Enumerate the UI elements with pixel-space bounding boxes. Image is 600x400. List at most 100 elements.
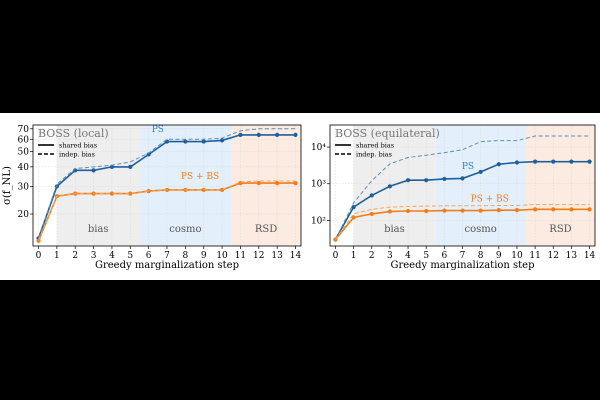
series-label-psbs: PS + BS bbox=[471, 194, 509, 204]
data-point bbox=[442, 208, 447, 213]
x-tick-label: 1 bbox=[351, 251, 357, 261]
data-point bbox=[128, 164, 133, 169]
data-point bbox=[256, 181, 261, 186]
x-tick-label: 14 bbox=[290, 251, 302, 261]
data-point bbox=[424, 208, 429, 214]
data-point bbox=[569, 207, 574, 212]
y-axis-label: σ(f_NL) bbox=[2, 166, 13, 205]
data-point bbox=[109, 191, 115, 196]
data-point bbox=[219, 187, 225, 193]
data-point bbox=[533, 159, 538, 164]
x-tick-label: 8 bbox=[182, 251, 188, 261]
data-point bbox=[128, 191, 133, 196]
y-tick-label: 30 bbox=[18, 182, 30, 192]
series-label-ps: PS bbox=[152, 125, 164, 135]
data-point bbox=[514, 160, 520, 165]
y-tick-label: 10² bbox=[311, 216, 326, 226]
data-point bbox=[351, 215, 356, 220]
series-line-4 bbox=[38, 180, 296, 241]
x-tick-label: 4 bbox=[109, 251, 115, 261]
y-tick-label: 60 bbox=[18, 135, 30, 145]
x-tick-label: 1 bbox=[54, 251, 60, 261]
y-tick-label: 40 bbox=[18, 163, 30, 173]
x-tick-label: 13 bbox=[271, 251, 283, 261]
x-tick-label: 6 bbox=[441, 251, 447, 261]
data-point bbox=[351, 205, 356, 210]
x-tick-label: 2 bbox=[369, 251, 375, 261]
y-tick-label: 10³ bbox=[311, 180, 326, 190]
data-point bbox=[387, 209, 392, 214]
x-tick-label: 2 bbox=[72, 251, 78, 261]
legend-label: shared bias bbox=[59, 142, 97, 150]
x-tick-label: 12 bbox=[253, 251, 264, 261]
series-label-ps: PS bbox=[462, 162, 474, 172]
data-point bbox=[369, 211, 374, 217]
panel-title: BOSS (equilateral) bbox=[335, 127, 440, 140]
x-tick-label: 10 bbox=[511, 251, 523, 261]
data-point bbox=[569, 159, 574, 164]
data-point bbox=[238, 132, 243, 137]
legend-label: shared bias bbox=[356, 142, 394, 150]
legend-label: indep. bias bbox=[59, 151, 95, 159]
data-point bbox=[514, 208, 520, 213]
data-point bbox=[496, 162, 501, 167]
data-point bbox=[460, 176, 465, 181]
x-tick-label: 12 bbox=[548, 251, 559, 261]
data-point bbox=[533, 207, 538, 212]
x-tick-label: 8 bbox=[478, 251, 484, 261]
data-point bbox=[496, 208, 501, 213]
data-point bbox=[587, 207, 592, 212]
region-RSD bbox=[526, 125, 595, 246]
data-point bbox=[387, 184, 392, 189]
y-tick-label: 10⁴ bbox=[311, 143, 326, 153]
data-point bbox=[587, 159, 592, 164]
data-point bbox=[183, 139, 188, 144]
data-point bbox=[551, 159, 556, 164]
data-point bbox=[219, 138, 225, 143]
x-tick-label: 3 bbox=[387, 251, 393, 261]
region-bias bbox=[56, 125, 140, 246]
figure: bias cosmo RSD PS PS + BS 0 1 2 3 4 5 6 7 8 9 10 11 12 13 1… bbox=[0, 113, 600, 280]
data-point bbox=[91, 168, 96, 173]
x-tick-label: 5 bbox=[127, 251, 133, 261]
x-tick-label: 7 bbox=[460, 251, 466, 261]
region-label: cosmo bbox=[169, 224, 201, 235]
x-tick-label: 11 bbox=[529, 251, 540, 261]
data-point bbox=[424, 178, 429, 183]
series-line-2 bbox=[334, 135, 590, 240]
x-tick-label: 11 bbox=[235, 251, 246, 261]
x-tick-label: 14 bbox=[584, 251, 596, 261]
data-point bbox=[460, 208, 465, 213]
x-tick-label: 10 bbox=[216, 251, 228, 261]
data-point bbox=[201, 139, 206, 144]
data-point bbox=[275, 132, 280, 137]
data-point bbox=[109, 164, 115, 169]
x-tick-label: 0 bbox=[333, 251, 339, 261]
x-tick-label: 4 bbox=[405, 251, 411, 261]
x-tick-label: 0 bbox=[36, 251, 42, 261]
x-axis-label: Greedy marginalization step bbox=[390, 260, 534, 271]
y-tick-label: 70 bbox=[18, 125, 30, 135]
region-label: bias bbox=[384, 224, 405, 235]
data-point bbox=[293, 132, 298, 137]
data-point bbox=[405, 178, 411, 183]
region-label: RSD bbox=[255, 224, 277, 235]
x-tick-label: 13 bbox=[566, 251, 578, 261]
region-RSD bbox=[231, 125, 301, 246]
x-tick-label: 7 bbox=[164, 251, 170, 261]
region-label: bias bbox=[88, 224, 109, 235]
data-point bbox=[442, 176, 447, 182]
data-point bbox=[369, 193, 374, 198]
data-point bbox=[275, 181, 280, 186]
x-tick-label: 6 bbox=[146, 251, 152, 261]
x-tick-label: 9 bbox=[201, 251, 207, 261]
data-point bbox=[478, 169, 483, 175]
data-point bbox=[256, 132, 261, 137]
legend-label: indep. bias bbox=[356, 151, 392, 159]
y-tick-label: 20 bbox=[18, 210, 30, 220]
x-tick-label: 3 bbox=[91, 251, 97, 261]
region-label: cosmo bbox=[465, 224, 497, 235]
